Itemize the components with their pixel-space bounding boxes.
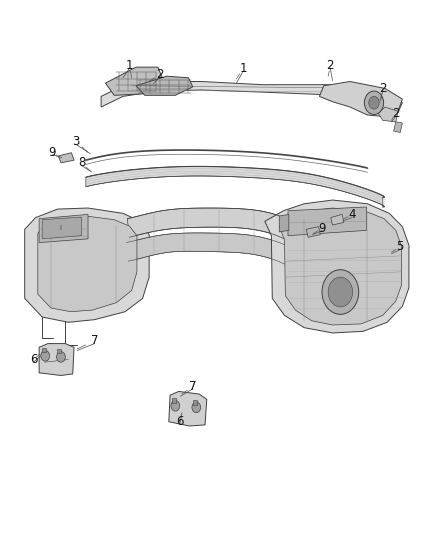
Circle shape xyxy=(364,91,384,115)
Polygon shape xyxy=(58,153,74,163)
Circle shape xyxy=(192,402,201,413)
Text: 2: 2 xyxy=(327,59,334,72)
Circle shape xyxy=(328,277,353,307)
Text: 7: 7 xyxy=(189,379,197,393)
Polygon shape xyxy=(394,122,403,133)
Polygon shape xyxy=(136,76,193,95)
Polygon shape xyxy=(106,67,162,95)
Polygon shape xyxy=(127,208,291,241)
Circle shape xyxy=(322,270,359,314)
Text: I: I xyxy=(60,225,61,231)
Polygon shape xyxy=(169,391,207,426)
Circle shape xyxy=(171,400,180,411)
Polygon shape xyxy=(378,107,398,122)
Polygon shape xyxy=(57,350,61,353)
Polygon shape xyxy=(101,82,403,112)
Text: 1: 1 xyxy=(239,62,247,75)
Text: 2: 2 xyxy=(156,68,164,80)
Polygon shape xyxy=(172,398,176,402)
Polygon shape xyxy=(331,214,344,225)
Text: 9: 9 xyxy=(49,146,56,159)
Text: 4: 4 xyxy=(348,208,356,221)
Polygon shape xyxy=(38,216,137,312)
Circle shape xyxy=(41,351,49,361)
Polygon shape xyxy=(279,208,402,325)
Polygon shape xyxy=(279,214,289,232)
Text: 2: 2 xyxy=(392,107,399,120)
Polygon shape xyxy=(42,349,46,352)
Text: 6: 6 xyxy=(176,415,184,428)
Polygon shape xyxy=(193,400,197,405)
Text: 8: 8 xyxy=(78,156,85,169)
Polygon shape xyxy=(86,166,385,207)
Polygon shape xyxy=(39,344,74,375)
Polygon shape xyxy=(265,200,409,333)
Circle shape xyxy=(57,352,65,362)
Circle shape xyxy=(369,96,379,109)
Polygon shape xyxy=(127,233,292,266)
Text: 9: 9 xyxy=(318,222,325,235)
Polygon shape xyxy=(42,217,81,239)
Polygon shape xyxy=(319,82,403,117)
Polygon shape xyxy=(288,207,367,236)
Text: 6: 6 xyxy=(30,353,37,366)
Text: 3: 3 xyxy=(72,135,79,148)
Polygon shape xyxy=(25,208,149,322)
Text: 1: 1 xyxy=(126,59,133,72)
Polygon shape xyxy=(306,227,320,237)
Text: 7: 7 xyxy=(91,334,98,348)
Text: 2: 2 xyxy=(379,82,386,95)
Text: 5: 5 xyxy=(396,240,404,253)
Polygon shape xyxy=(39,214,88,243)
